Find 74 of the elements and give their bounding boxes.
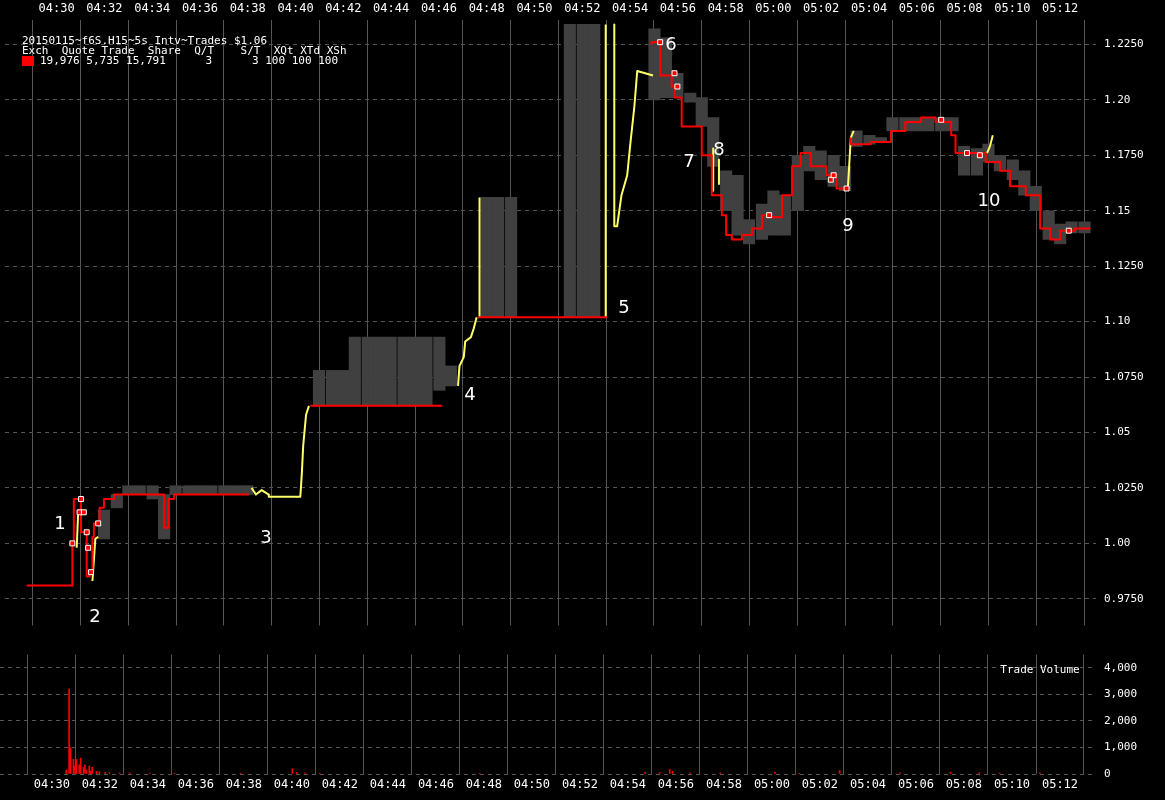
x-tick-label: 05:06 [897,777,935,792]
x-tick-label: 05:10 [993,777,1031,792]
text: Trade Volume [1000,662,1080,676]
y-tick-label: 3,000 [1104,687,1138,701]
x-tick-label: 04:58 [707,0,744,15]
annotation: 7 [683,149,695,171]
y-tick-label: 0 [1104,766,1111,780]
annotation: 5 [618,295,630,317]
x-tick-label: 04:38 [225,777,262,792]
x-tick-label: 04:50 [513,777,550,792]
y-tick-label: 1.0250 [1104,480,1144,494]
x-tick-label: 04:30 [38,0,75,15]
x-tick-label: 04:58 [705,777,743,792]
y-tick-label: 1.15 [1104,203,1131,217]
x-tick-label: 04:40 [273,777,310,792]
x-tick-label: 04:38 [229,0,266,15]
x-tick-label: 04:54 [612,0,649,15]
x-tick-label: 05:04 [850,0,888,15]
y-tick-label: 2,000 [1104,713,1138,727]
annotation: Exch Quote Trade Share Q/T S/T XQt XTd XSh [22,44,347,57]
x-tick-label: 04:36 [177,777,214,792]
annotation: 8 [713,137,725,159]
y-tick-label: 0.9750 [1104,591,1144,605]
x-tick-label: 04:56 [657,777,694,792]
annotation: 9 [842,213,854,235]
x-tick-label: 04:32 [81,777,118,792]
y-tick-label: 1.05 [1104,425,1131,439]
y-tick-label: 4,000 [1104,660,1138,674]
y-tick-label: 1.2250 [1104,37,1144,51]
x-tick-label: 04:50 [516,0,553,15]
x-tick-label: 04:52 [561,777,599,792]
x-tick-label: 05:02 [803,0,840,15]
annotation: 1 [54,511,66,533]
x-tick-label: 04:34 [129,777,166,792]
x-tick-label: 05:02 [801,777,838,792]
x-tick-label: 05:12 [1042,0,1079,15]
annotation: 19,976 5,735 15,791 3 3 100 100 100 [40,54,339,67]
x-tick-label: 05:10 [994,0,1031,15]
x-tick-label: 04:54 [609,777,646,792]
x-tick-label: 05:04 [849,777,887,792]
x-tick-label: 05:06 [898,0,935,15]
annotation: 20150115~f6S.H15~5s Intv~Trades $1.06 [22,34,268,47]
y-tick-label: 1.0750 [1104,369,1144,383]
x-tick-label: 04:48 [468,0,505,15]
x-tick-label: 05:08 [946,0,983,15]
annotation: 4 [464,382,476,404]
x-tick-label: 04:30 [33,777,70,792]
x-tick-label: 04:42 [321,777,358,792]
x-tick-label: 04:42 [325,0,362,15]
x-tick-label: 04:56 [659,0,696,15]
y-tick-label: 1.20 [1104,92,1131,106]
x-tick-label: 05:00 [755,0,792,15]
x-tick-label: 04:32 [86,0,123,15]
annotation: 10 [977,188,1001,210]
y-tick-label: 1,000 [1104,740,1138,754]
x-tick-label: 05:00 [753,777,791,792]
x-tick-label: 04:44 [369,777,406,792]
y-tick-label: 1.00 [1104,536,1131,550]
x-tick-label: 04:48 [465,777,502,792]
x-tick-label: 05:12 [1041,777,1079,792]
x-tick-label: 04:40 [277,0,314,15]
x-tick-label: 04:34 [134,0,171,15]
x-tick-label: 04:36 [181,0,219,15]
x-tick-label: 04:44 [373,0,410,15]
y-tick-label: 1.1750 [1104,148,1144,162]
annotation: 6 [665,32,677,54]
x-tick-label: 04:46 [417,777,455,792]
y-tick-label: 1.10 [1104,314,1131,328]
y-tick-label: 1.1250 [1104,259,1144,273]
annotation: 3 [260,525,272,547]
x-tick-label: 05:08 [945,777,982,792]
annotation: 2 [89,604,101,626]
x-tick-label: 04:52 [564,0,601,15]
x-tick-label: 04:46 [420,0,458,15]
